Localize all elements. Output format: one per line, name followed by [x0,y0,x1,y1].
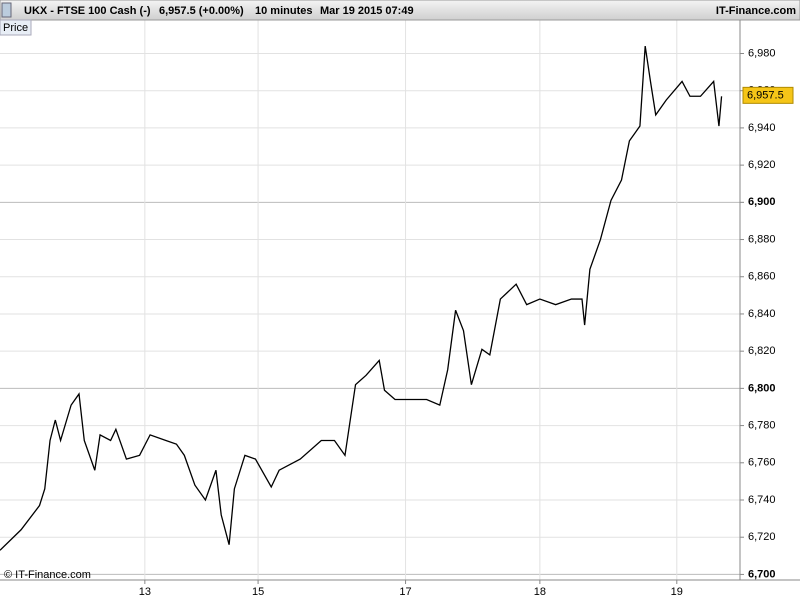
panel-label-box [0,19,32,36]
quote: 6,957.5 (+0.00%) [159,5,244,17]
y-tick-label: 6,760 [748,457,776,469]
y-tick-label: 6,920 [748,159,776,171]
x-tick-label: 18 [534,586,546,598]
y-tick-label: 6,700 [748,568,776,580]
y-tick-label: 6,800 [748,382,776,394]
datetime: Mar 19 2015 07:49 [320,5,414,17]
last-price-box [742,86,794,104]
interval: 10 minutes [255,5,312,17]
y-tick-label: 6,840 [748,308,776,320]
source: IT-Finance.com [716,5,796,17]
y-tick-label: 6,860 [748,271,776,283]
y-tick-label: 6,880 [748,233,776,245]
y-tick-label: 6,940 [748,122,776,134]
y-tick-label: 6,820 [748,345,776,357]
price-line [0,45,723,551]
header-bar [0,0,800,21]
y-tick-label: 6,780 [748,419,776,431]
y-tick-label: 6,900 [748,196,776,208]
y-tick-label: 6,720 [748,531,776,543]
x-tick-label: 17 [399,586,411,598]
x-tick-label: 13 [139,586,151,598]
y-tick-label: 6,980 [748,47,776,59]
grid [0,20,740,580]
header-icon [1,2,12,18]
y-tick-label: 6,740 [748,494,776,506]
x-tick-label: 19 [671,586,683,598]
copyright: © IT-Finance.com [4,569,91,581]
symbol: UKX - FTSE 100 Cash (-) [24,5,151,17]
x-tick-label: 15 [252,586,264,598]
last-price-label: 6,957.5 [747,89,784,101]
panel-label: Price [3,22,28,34]
